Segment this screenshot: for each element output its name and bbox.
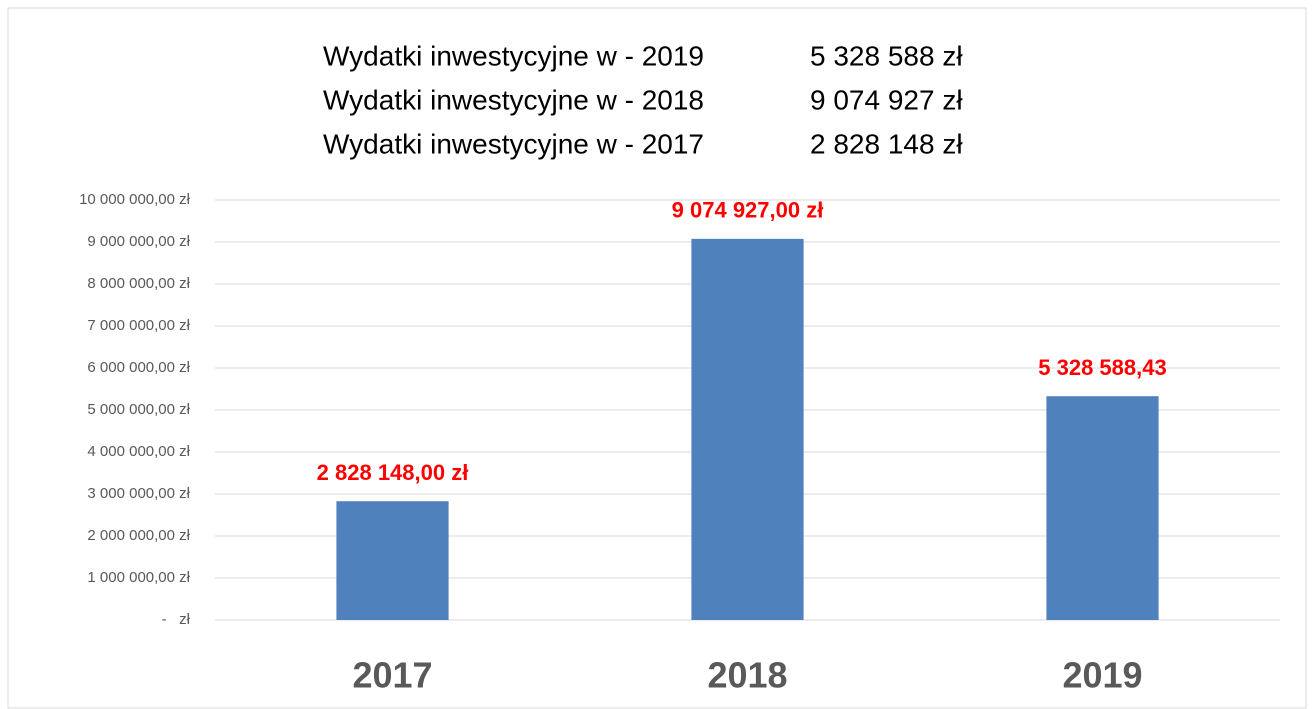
y-tick-label: 6 000 000,00 zł	[87, 359, 190, 376]
value-label: 9 074 927,00 zł	[672, 198, 824, 223]
value-label: 5 328 588,43	[1038, 355, 1166, 380]
title-amount: 2 828 148 zł	[810, 128, 963, 159]
y-tick-label: - zł	[162, 611, 191, 628]
x-tick-label: 2019	[1062, 655, 1142, 696]
title-label: Wydatki inwestycyjne w - 2018	[323, 84, 704, 115]
y-tick-label: 5 000 000,00 zł	[87, 401, 190, 418]
y-tick-label: 3 000 000,00 zł	[87, 485, 190, 502]
value-label: 2 828 148,00 zł	[317, 460, 469, 485]
x-tick-label: 2017	[352, 655, 432, 696]
title-amount: 5 328 588 zł	[810, 40, 963, 71]
bar	[691, 238, 804, 620]
y-tick-label: 4 000 000,00 zł	[87, 443, 190, 460]
y-tick-label: 2 000 000,00 zł	[87, 527, 190, 544]
y-tick-label: 9 000 000,00 zł	[87, 233, 190, 250]
title-label: Wydatki inwestycyjne w - 2019	[323, 40, 704, 71]
y-tick-label: 1 000 000,00 zł	[87, 569, 190, 586]
y-tick-label: 7 000 000,00 zł	[87, 317, 190, 334]
bar	[1046, 396, 1159, 620]
title-amount: 9 074 927 zł	[810, 84, 963, 115]
x-tick-label: 2018	[707, 655, 787, 696]
y-tick-label: 10 000 000,00 zł	[79, 191, 191, 208]
title-label: Wydatki inwestycyjne w - 2017	[323, 128, 704, 159]
bar	[336, 501, 449, 620]
y-tick-label: 8 000 000,00 zł	[87, 275, 190, 292]
